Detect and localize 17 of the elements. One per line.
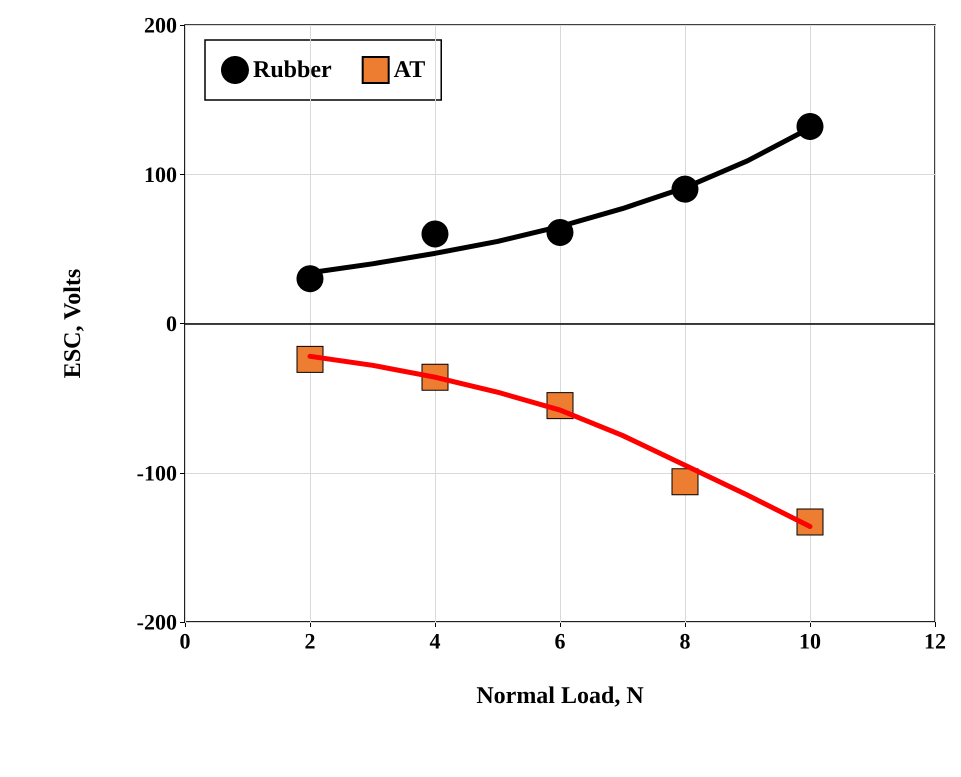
y-tick-label: 0 xyxy=(166,311,177,336)
legend-label: Rubber xyxy=(253,57,332,83)
y-tick-label: -100 xyxy=(136,460,177,486)
x-tick-label: 12 xyxy=(924,628,946,654)
x-tick-label: 4 xyxy=(430,628,440,654)
point xyxy=(422,220,448,248)
x-tick-label: 8 xyxy=(680,628,690,654)
x-tick-label: 6 xyxy=(554,628,566,654)
point xyxy=(672,468,698,496)
legend-label: AT xyxy=(394,57,426,83)
y-tick-label: 200 xyxy=(144,12,177,38)
x-tick-label: 2 xyxy=(304,628,316,654)
x-axis-title: Normal Load, N xyxy=(476,683,644,709)
y-tick-label: -200 xyxy=(136,610,177,634)
y-axis-title: ESC, Volts xyxy=(60,268,86,378)
x-tick-label: 10 xyxy=(799,628,821,654)
y-tick-label: 100 xyxy=(144,162,177,187)
